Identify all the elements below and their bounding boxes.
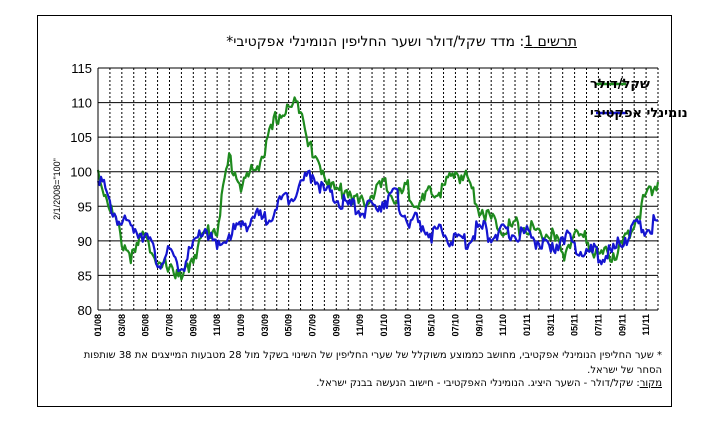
x-tick-label: 03/09 (260, 314, 270, 337)
x-tick-label: 07/08 (164, 314, 174, 337)
x-tick-label: 01/09 (236, 314, 246, 337)
chart-title-text: : מדד שקל/דולר ושער החליפין הנומינלי אפק… (226, 34, 525, 50)
y-tick-label: 115 (71, 61, 92, 76)
x-tick-label: 11/11 (641, 314, 651, 336)
y-tick-label: 110 (71, 96, 92, 111)
source-text: : שקל/דולר - השער היציג. הנומינלי האפקטי… (316, 378, 640, 389)
x-tick-label: 11/08 (212, 314, 222, 336)
x-tick-label: 07/11 (593, 314, 603, 336)
x-tick-label: 05/09 (284, 314, 294, 337)
x-tick-label: 11/09 (355, 314, 365, 336)
x-tick-label: 09/10 (474, 314, 484, 337)
series-line-2 (96, 169, 659, 273)
x-tick-label: 03/10 (403, 314, 413, 337)
x-tick-label: 03/08 (117, 314, 127, 337)
y-tick-label: 105 (70, 130, 92, 145)
y-tick-label: 80 (78, 303, 92, 318)
y-tick-label: 85 (78, 268, 92, 283)
x-tick-label: 09/09 (331, 314, 341, 337)
plot-area (98, 68, 658, 310)
x-tick-label: 07/10 (450, 314, 460, 337)
x-tick-label: 01/08 (93, 314, 103, 337)
y-tick-label: 100 (70, 165, 92, 180)
x-tick-label: 03/11 (546, 314, 556, 336)
x-tick-label: 07/09 (307, 314, 317, 337)
grid (98, 67, 659, 311)
x-tick-label: 05/11 (570, 314, 580, 336)
x-tick-label: 11/10 (498, 314, 508, 336)
legend-label-2: נומינלי אפקטיבי (590, 106, 688, 121)
series-line-1 (96, 96, 660, 281)
y-tick-label: 90 (78, 234, 92, 249)
source-note: מקור: שקל/דולר - השער היציג. הנומינלי הא… (60, 378, 662, 389)
source-label: מקור (639, 378, 662, 389)
x-tick-label: 05/08 (141, 314, 151, 337)
series-group (96, 96, 660, 281)
x-tick-label: 05/10 (427, 314, 437, 337)
legend-label-1: שקל/דולר (590, 77, 650, 92)
x-tick-label: 09/11 (617, 314, 627, 336)
x-tick-label: 01/10 (379, 314, 389, 337)
y-axis-label: 2/1/2008="100" (52, 158, 62, 220)
y-tick-label: 95 (78, 199, 92, 214)
legend: שקל/דולר נומינלי אפקטיבי (590, 77, 688, 121)
chart-title-label: תרשים 1 (524, 34, 577, 50)
x-tick-label: 09/08 (188, 314, 198, 337)
footnote: * שער החליפין הנומינלי אפקטיבי, מחושב כמ… (83, 350, 662, 376)
x-tick-label: 01/11 (522, 314, 532, 336)
chart-title: תרשים 1: מדד שקל/דולר ושער החליפין הנומי… (40, 34, 577, 50)
axes: 80 85 90 95 100 105 110 115 01/08 03/08 05/08 07/08… (52, 61, 658, 337)
